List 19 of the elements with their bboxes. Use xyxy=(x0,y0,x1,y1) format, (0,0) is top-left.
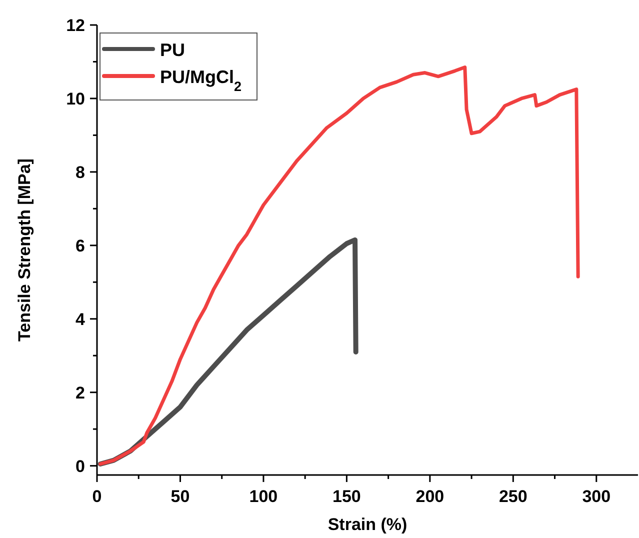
y-tick-label: 12 xyxy=(66,16,85,35)
y-axis-title: Tensile Strength [MPa] xyxy=(15,158,34,342)
x-tick-label: 150 xyxy=(332,487,361,506)
x-tick-label: 50 xyxy=(170,487,190,506)
x-tick-label: 100 xyxy=(249,487,278,506)
x-tick-label: 300 xyxy=(582,487,611,506)
y-tick-label: 2 xyxy=(76,383,85,402)
legend-label: PU xyxy=(160,40,186,60)
y-tick-label: 6 xyxy=(76,236,85,256)
x-tick-label: 200 xyxy=(416,487,444,506)
legend-label: PU/MgCl$_{2}$ xyxy=(160,67,242,94)
y-tick-label: 10 xyxy=(66,89,85,108)
y-tick-label: 0 xyxy=(76,456,85,476)
x-tick-label: 250 xyxy=(498,487,528,506)
x-tick-label: 0 xyxy=(92,487,102,506)
y-tick-label: 8 xyxy=(76,162,85,182)
y-tick-label: 4 xyxy=(76,310,86,329)
line-series xyxy=(98,65,580,466)
x-axis-title: Strain (%) xyxy=(328,515,408,534)
